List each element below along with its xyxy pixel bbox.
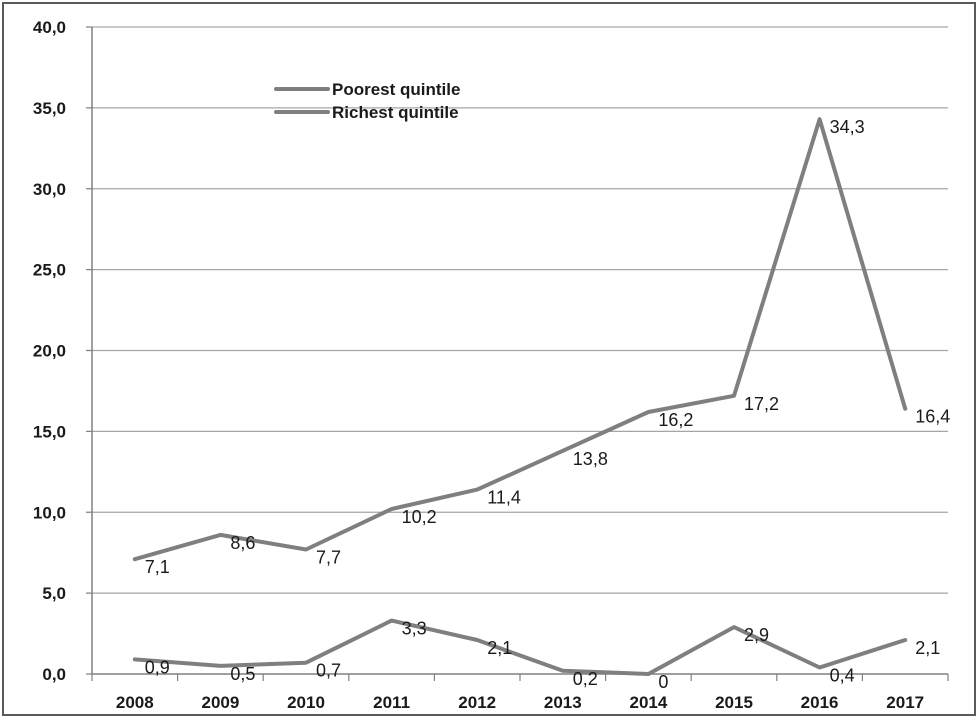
legend-label: Poorest quintile xyxy=(332,80,460,99)
data-label: 2,1 xyxy=(487,638,512,658)
legend-label: Richest quintile xyxy=(332,103,459,122)
y-tick-label: 30,0 xyxy=(33,180,66,199)
data-label: 7,7 xyxy=(316,547,341,567)
y-tick-label: 0,0 xyxy=(42,665,66,684)
data-label: 0 xyxy=(658,672,668,692)
data-label: 7,1 xyxy=(145,557,170,577)
legend: Poorest quintile Richest quintile xyxy=(274,80,460,122)
x-tick-label: 2015 xyxy=(715,693,753,712)
data-label: 8,6 xyxy=(230,533,255,553)
x-tick-label: 2009 xyxy=(201,693,239,712)
y-tick-label: 10,0 xyxy=(33,503,66,522)
data-label: 10,2 xyxy=(402,507,437,527)
x-tick-label: 2011 xyxy=(373,693,410,712)
x-tick-label: 2010 xyxy=(287,693,325,712)
y-tick-label: 25,0 xyxy=(33,261,66,280)
x-tick-label: 2016 xyxy=(801,693,839,712)
x-tick-label: 2017 xyxy=(886,693,924,712)
gridlines xyxy=(92,26,948,594)
axes: 0,0 5,0 10,0 15,0 20,0 25,0 30,0 35,0 40,0 2008 20… xyxy=(33,18,949,712)
x-tick-label: 2014 xyxy=(629,693,667,712)
data-label: 0,9 xyxy=(145,657,170,677)
data-label: 17,2 xyxy=(744,394,779,414)
x-tick-label: 2012 xyxy=(458,693,496,712)
data-label: 0,2 xyxy=(573,669,598,689)
y-tick-label: 20,0 xyxy=(33,342,66,361)
series-line-richest xyxy=(132,618,908,676)
y-tick-label: 15,0 xyxy=(33,422,66,441)
data-labels: 7,1 8,6 7,7 10,2 11,4 13,8 16,2 17,2 34,3 16,4 0,9… xyxy=(145,117,950,692)
data-label: 0,5 xyxy=(230,664,255,684)
data-label: 0,7 xyxy=(316,661,341,681)
data-label: 13,8 xyxy=(573,449,608,469)
x-tick-label: 2013 xyxy=(544,693,582,712)
y-tick-label: 5,0 xyxy=(42,584,66,603)
data-label: 16,2 xyxy=(658,410,693,430)
data-label: 11,4 xyxy=(487,488,521,508)
data-label: 3,3 xyxy=(402,619,427,639)
y-tick-label: 35,0 xyxy=(33,99,66,118)
data-label: 0,4 xyxy=(830,666,855,686)
series-lines xyxy=(132,117,908,676)
data-label: 2,9 xyxy=(744,625,769,645)
data-label: 34,3 xyxy=(830,117,865,137)
data-label: 16,4 xyxy=(915,407,950,427)
y-tick-label: 40,0 xyxy=(33,18,66,37)
x-tick-label: 2008 xyxy=(116,693,154,712)
data-label: 2,1 xyxy=(915,638,940,658)
series-line-poorest xyxy=(132,117,908,562)
